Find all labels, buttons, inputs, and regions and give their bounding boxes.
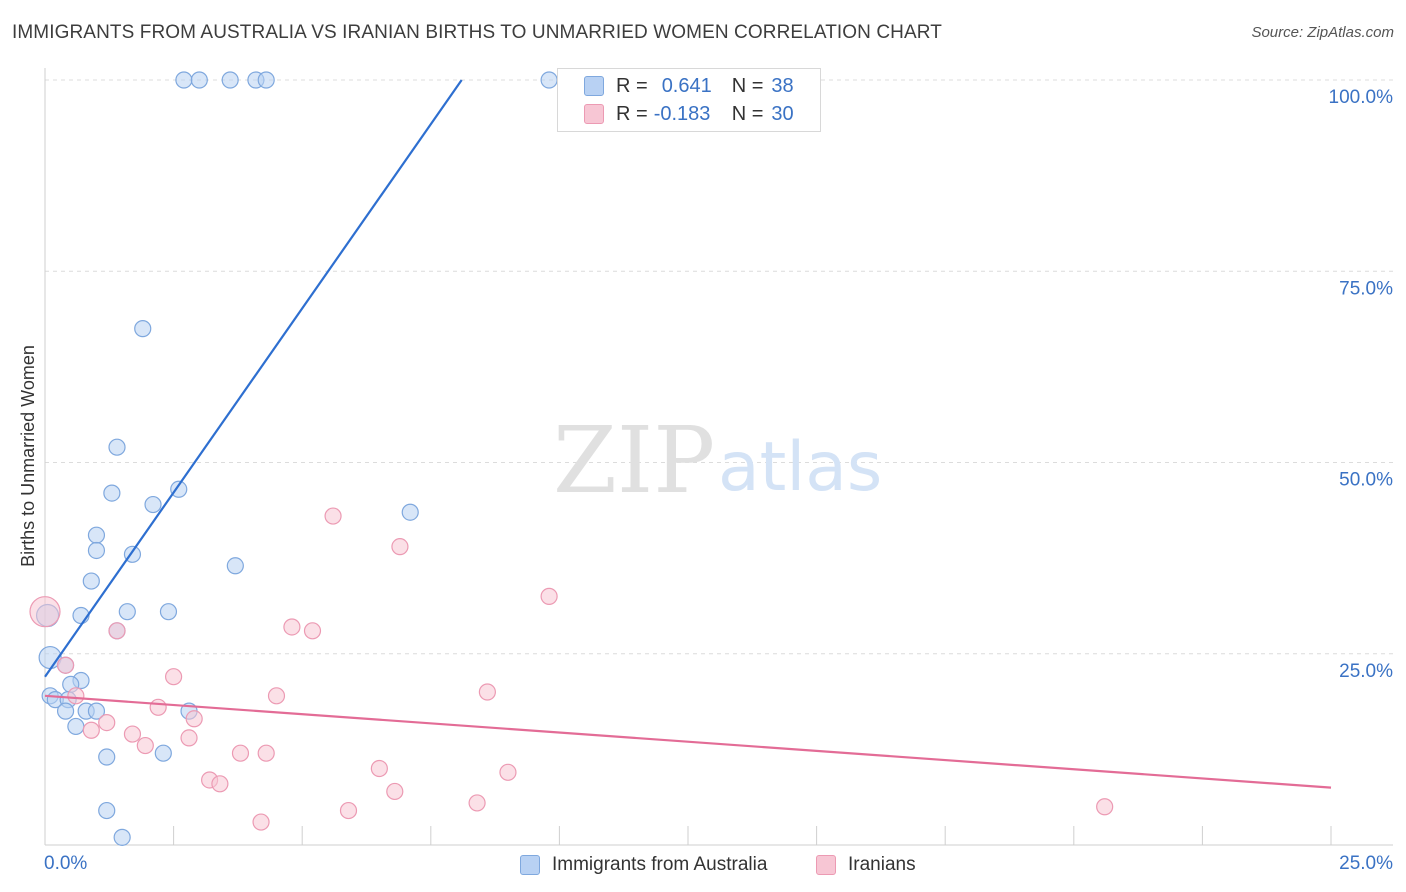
- data-point-australia: [118, 603, 136, 621]
- data-point-australia: [190, 71, 208, 89]
- data-point-australia: [540, 71, 558, 89]
- data-point-iranians: [540, 587, 558, 605]
- bottom-legend-swatch-blue: [520, 855, 540, 875]
- data-point-iranians: [185, 710, 203, 728]
- data-point-australia: [87, 541, 106, 560]
- data-point-iranians: [1096, 798, 1114, 816]
- legend-swatch-blue: [584, 76, 604, 96]
- trend-line-iranians: [44, 694, 1332, 789]
- data-point-australia: [134, 320, 152, 338]
- x-tick-label-max: 25.0%: [1339, 853, 1393, 874]
- data-point-iranians: [283, 618, 301, 636]
- data-point-australia: [87, 526, 106, 544]
- data-point-iranians: [29, 596, 61, 628]
- data-point-iranians: [165, 668, 183, 686]
- data-point-australia: [108, 438, 126, 456]
- legend-row-iranians: R = -0.183 N = 30: [584, 101, 794, 127]
- data-point-iranians: [108, 622, 126, 640]
- data-point-australia: [113, 828, 131, 846]
- data-point-australia: [67, 717, 85, 736]
- data-point-australia: [170, 480, 188, 498]
- data-point-australia: [401, 503, 419, 521]
- source-label: Source: ZipAtlas.com: [1251, 24, 1394, 41]
- legend-swatch-pink: [584, 104, 604, 124]
- data-point-iranians: [468, 794, 486, 812]
- data-point-australia: [175, 71, 193, 89]
- data-point-iranians: [386, 782, 404, 801]
- legend-n-label: N =: [731, 102, 764, 125]
- data-point-australia: [257, 71, 275, 89]
- data-point-iranians: [370, 759, 388, 778]
- data-point-iranians: [324, 507, 342, 525]
- data-point-iranians: [180, 729, 198, 747]
- data-point-iranians: [257, 744, 275, 762]
- data-point-iranians: [339, 801, 358, 820]
- y-tick-label: 100.0%: [1329, 87, 1394, 108]
- y-tick-label: 75.0%: [1339, 278, 1393, 299]
- data-point-iranians: [98, 713, 116, 732]
- bottom-legend-australia: Immigrants from Australia: [520, 852, 767, 878]
- data-point-australia: [159, 603, 178, 621]
- data-point-iranians: [56, 656, 75, 674]
- correlation-legend: R = 0.641 N = 38 R = -0.183 N = 30: [557, 68, 821, 132]
- data-point-iranians: [82, 721, 100, 739]
- data-point-iranians: [499, 763, 517, 781]
- bottom-legend-iranians: Iranians: [816, 852, 916, 878]
- data-point-australia: [103, 484, 121, 502]
- legend-r-label: R =: [616, 102, 648, 125]
- y-axis-label: Births to Unmarried Women: [18, 345, 38, 567]
- data-point-iranians: [149, 698, 167, 716]
- bottom-legend-swatch-pink: [816, 855, 836, 875]
- data-point-iranians: [252, 813, 270, 831]
- data-point-iranians: [478, 683, 496, 701]
- chart-title: IMMIGRANTS FROM AUSTRALIA VS IRANIAN BIR…: [12, 22, 942, 43]
- trend-layer: [44, 79, 1332, 789]
- legend-n-value: 38: [771, 74, 794, 97]
- watermark-atlas: atlas: [718, 428, 882, 507]
- bottom-legend-label: Immigrants from Australia: [552, 854, 768, 875]
- data-point-iranians: [391, 538, 409, 556]
- data-point-australia: [221, 71, 239, 89]
- data-point-iranians: [303, 622, 322, 640]
- points-layer: [29, 71, 1114, 846]
- watermark-zip: ZIP: [553, 407, 715, 514]
- data-point-australia: [56, 702, 75, 720]
- x-tick-label-min: 0.0%: [44, 853, 87, 874]
- axis-layer: 25.0% 50.0% 75.0% 100.0% 0.0% 25.0%: [44, 68, 1393, 874]
- trend-line-australia: [44, 79, 463, 678]
- data-point-australia: [98, 801, 116, 820]
- y-tick-label: 50.0%: [1339, 470, 1393, 491]
- data-point-australia: [82, 572, 100, 590]
- legend-n-value: 30: [771, 102, 794, 125]
- data-point-iranians: [211, 775, 229, 793]
- legend-r-label: R =: [616, 74, 648, 97]
- legend-row-australia: R = 0.641 N = 38: [584, 73, 794, 99]
- legend-r-value: 0.641: [661, 74, 712, 97]
- legend-r-value: -0.183: [653, 102, 711, 125]
- y-tick-label: 25.0%: [1339, 661, 1393, 682]
- watermark: ZIP atlas: [553, 407, 882, 514]
- data-point-iranians: [231, 744, 250, 762]
- data-point-australia: [98, 748, 116, 766]
- data-point-australia: [144, 495, 162, 514]
- data-point-iranians: [136, 736, 154, 755]
- data-point-iranians: [267, 687, 286, 705]
- grid-layer: [45, 79, 1393, 655]
- data-point-australia: [226, 557, 244, 575]
- data-point-australia: [154, 744, 172, 762]
- legend-n-label: N =: [731, 74, 764, 97]
- data-point-iranians: [123, 725, 142, 743]
- data-point-australia: [87, 702, 106, 720]
- data-point-iranians: [67, 687, 85, 705]
- bottom-legend-label: Iranians: [848, 854, 916, 875]
